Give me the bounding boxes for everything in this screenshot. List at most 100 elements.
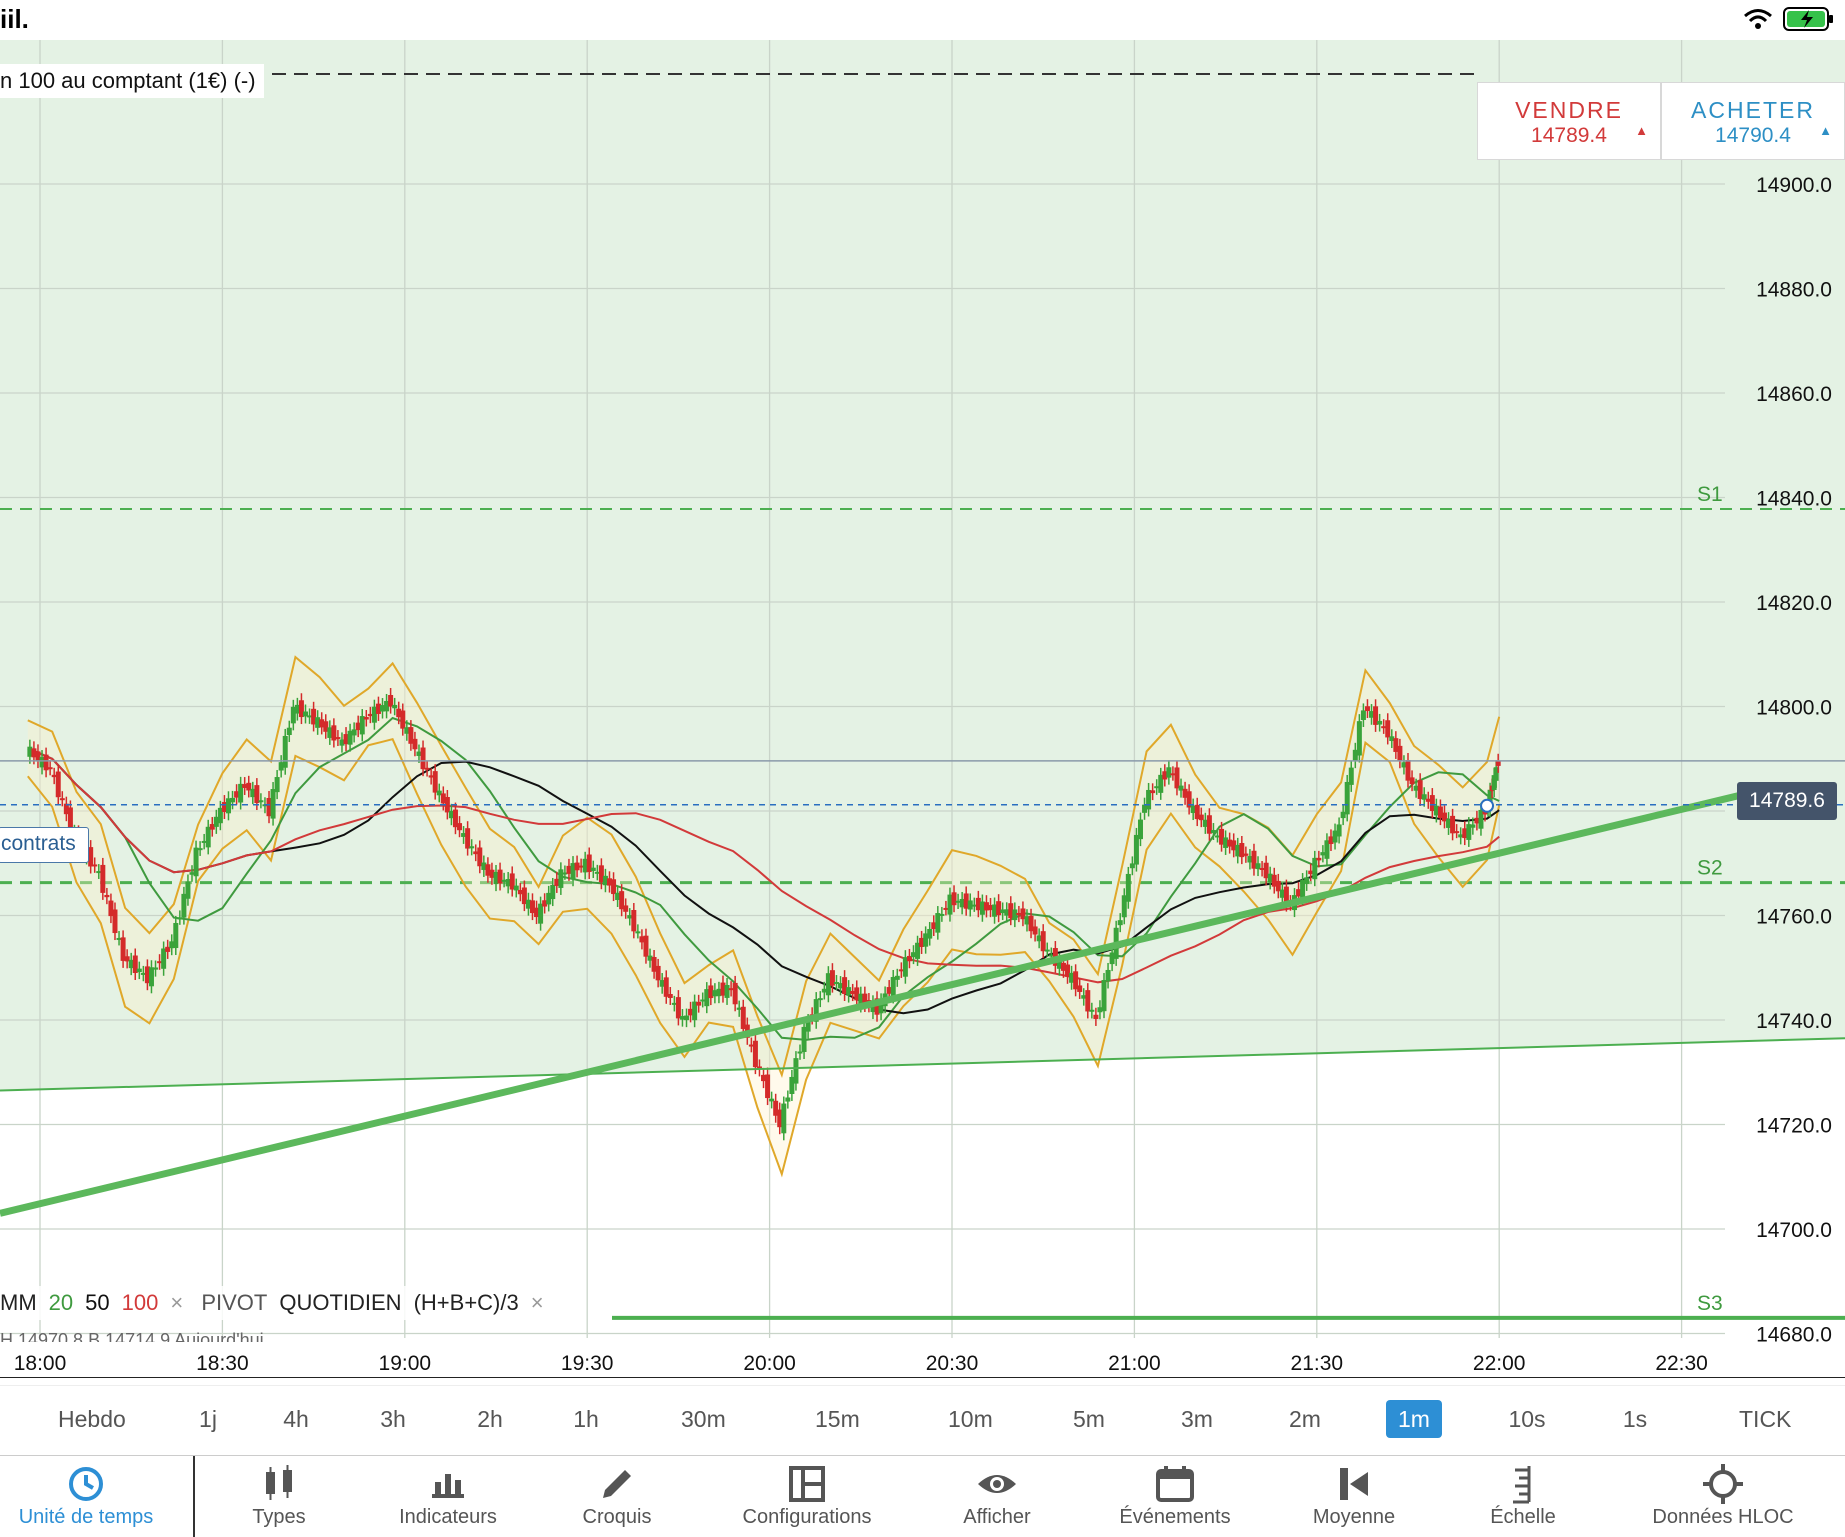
- position-marker[interactable]: [1480, 798, 1495, 813]
- tool-eye[interactable]: Afficher: [912, 1456, 1082, 1537]
- tool-pencil[interactable]: Croquis: [532, 1456, 702, 1537]
- timeframe-hebdo[interactable]: Hebdo: [58, 1406, 126, 1432]
- status-bar: iil.: [0, 0, 1845, 40]
- price-chart[interactable]: 14900.0 14880.0 14860.0 14840.0 14820.0 14800…: [0, 40, 1845, 1378]
- candle-body: [1360, 710, 1366, 721]
- candle-body: [193, 847, 199, 877]
- timeframe-3h[interactable]: 3h: [380, 1406, 406, 1432]
- candle-body: [967, 900, 973, 910]
- timeframe-2m[interactable]: 2m: [1289, 1406, 1321, 1432]
- toolbar-separator: [193, 1456, 195, 1537]
- candle-body: [712, 990, 718, 997]
- candle-body: [765, 1074, 771, 1099]
- candle-body: [1028, 915, 1034, 932]
- candle-body: [688, 1008, 694, 1016]
- candle-body: [469, 846, 475, 849]
- candle-body: [375, 703, 381, 714]
- tool-clock[interactable]: Unité de temps: [1, 1456, 171, 1537]
- candle-body: [525, 899, 531, 909]
- tool-average[interactable]: Moyenne: [1269, 1456, 1439, 1537]
- candle-body: [116, 937, 122, 940]
- timeframe-10s[interactable]: 10s: [1508, 1406, 1546, 1432]
- candle-body: [906, 955, 912, 962]
- candle-body: [1239, 843, 1245, 858]
- timeframe-5m[interactable]: 5m: [1073, 1406, 1105, 1432]
- timeframe-1h[interactable]: 1h: [573, 1406, 599, 1432]
- timeframe-tick[interactable]: TICK: [1739, 1406, 1792, 1432]
- candle-body: [728, 988, 734, 991]
- candle-body: [1024, 916, 1030, 925]
- timeframe-2h[interactable]: 2h: [477, 1406, 503, 1432]
- candle-body: [1454, 831, 1460, 834]
- sell-button[interactable]: VENDRE 14789.4 ▲: [1477, 82, 1661, 160]
- y-tick-label: 14820.0: [1756, 592, 1832, 615]
- indicator-legend[interactable]: MM 20 50 100 × PIVOT QUOTIDIEN (H+B+C)/3 ×: [0, 1286, 562, 1320]
- candle-body: [234, 791, 240, 798]
- remove-ma-close-icon[interactable]: ×: [170, 1290, 184, 1315]
- buy-button[interactable]: ACHETER 14790.4 ▲: [1661, 82, 1845, 160]
- timeframe-1s[interactable]: 1s: [1622, 1406, 1648, 1432]
- candle-body: [1267, 873, 1273, 883]
- tool-calendar[interactable]: Événements: [1090, 1456, 1260, 1537]
- lower-channel-line[interactable]: [0, 1037, 1845, 1092]
- candle-body: [169, 941, 175, 949]
- candle-body: [756, 1066, 762, 1070]
- candle-body: [1433, 805, 1439, 816]
- timeframe-30m[interactable]: 30m: [681, 1406, 726, 1432]
- instrument-label[interactable]: n 100 au comptant (1€) (-): [0, 64, 264, 98]
- candle-body: [1190, 805, 1196, 814]
- candle-body: [643, 935, 649, 957]
- position-tag[interactable]: contrats: [0, 827, 89, 863]
- candle-body: [992, 904, 998, 917]
- candle-body: [1020, 908, 1026, 920]
- tool-label: Unité de temps: [18, 1506, 154, 1528]
- candle-body: [177, 917, 183, 920]
- timeframe-1m[interactable]: 1m: [1386, 1400, 1442, 1438]
- candle-body: [813, 999, 819, 1022]
- timeframe-15m[interactable]: 15m: [815, 1406, 860, 1432]
- chart-area[interactable]: 14900.0 14880.0 14860.0 14840.0 14820.0 14800…: [0, 40, 1845, 1378]
- tool-scale[interactable]: Échelle: [1438, 1456, 1608, 1537]
- candle-body: [558, 869, 564, 888]
- candle-body: [1170, 773, 1176, 776]
- candle-body: [481, 862, 487, 870]
- candle-body: [384, 700, 390, 712]
- ma-100-line: [27, 747, 1500, 984]
- candle-body: [720, 982, 726, 996]
- tool-bar-chart[interactable]: Indicateurs: [363, 1456, 533, 1537]
- candle-body: [631, 910, 637, 932]
- timeframe-4h[interactable]: 4h: [283, 1406, 309, 1432]
- candle-body: [1016, 912, 1022, 916]
- candle-body: [319, 719, 325, 728]
- timeframe-1j[interactable]: 1j: [199, 1406, 217, 1432]
- timeframe-10m[interactable]: 10m: [948, 1406, 993, 1432]
- tool-layout[interactable]: Configurations: [722, 1456, 892, 1537]
- support-trend-line[interactable]: [0, 791, 1741, 1217]
- candle-body: [1397, 745, 1403, 762]
- candle-body: [153, 967, 159, 970]
- tool-candles[interactable]: Types: [194, 1456, 364, 1537]
- candle-body: [323, 721, 329, 732]
- candle-body: [225, 798, 231, 814]
- tool-crosshair[interactable]: Données HLOC: [1638, 1456, 1808, 1537]
- x-tick-label: 20:00: [743, 1352, 796, 1375]
- candle-body: [39, 757, 45, 768]
- candle-body: [371, 706, 377, 723]
- candle-body: [416, 751, 422, 756]
- candle-body: [1470, 824, 1476, 828]
- timeframe-3m[interactable]: 3m: [1181, 1406, 1213, 1432]
- candle-body: [833, 982, 839, 985]
- current-price-tag: 14789.6: [1737, 782, 1837, 820]
- candle-body: [286, 727, 292, 736]
- x-tick-label: 19:00: [379, 1352, 432, 1375]
- candle-body: [1495, 760, 1501, 766]
- candle-body: [51, 774, 57, 778]
- candle-body: [659, 980, 665, 987]
- candle-body: [1137, 819, 1143, 840]
- remove-pivot-close-icon[interactable]: ×: [530, 1290, 544, 1315]
- sell-up-arrow-icon: ▲: [1635, 123, 1648, 138]
- candle-body: [740, 1006, 746, 1029]
- candle-body: [1263, 862, 1269, 879]
- candle-body: [517, 889, 523, 895]
- candle-body: [817, 998, 823, 1001]
